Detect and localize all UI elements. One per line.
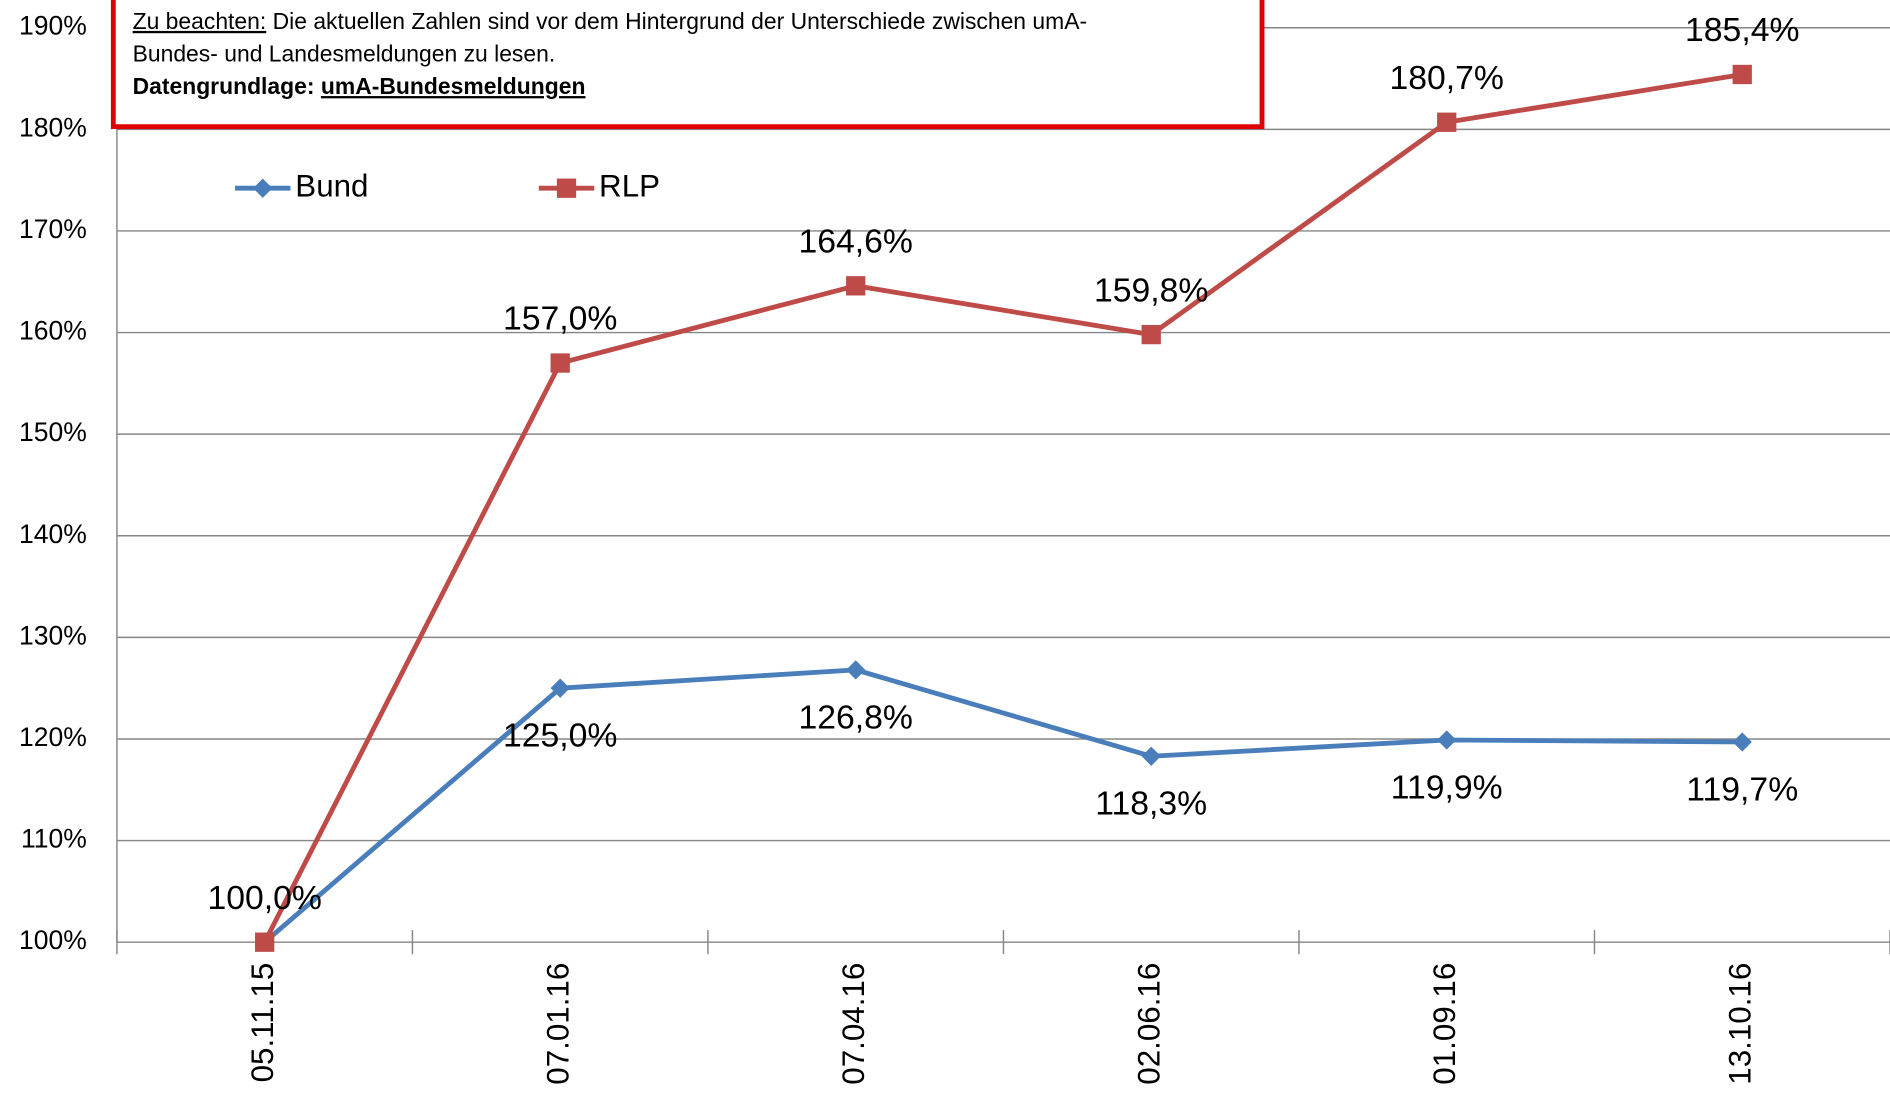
point xyxy=(1437,730,1457,750)
point xyxy=(253,178,273,198)
y-tick-label: 150% xyxy=(19,417,87,447)
point xyxy=(1141,746,1161,766)
note-line: Zu beachten: Die aktuellen Zahlen sind v… xyxy=(133,8,1088,34)
note-box xyxy=(110,0,1265,130)
point xyxy=(550,353,570,373)
point xyxy=(550,678,570,698)
source-label: Datengrundlage: xyxy=(133,73,315,99)
y-tick-label: 180% xyxy=(19,112,87,142)
x-tick-label: 07.01.16 xyxy=(540,963,575,1085)
data-label: 125,0% xyxy=(503,717,617,755)
y-tick-label: 110% xyxy=(21,824,87,854)
point xyxy=(255,932,275,952)
y-tick-label: 130% xyxy=(19,620,87,650)
data-label: 164,6% xyxy=(798,223,912,261)
note-line: Bundes- und Landesmeldungen zu lesen. xyxy=(133,41,556,67)
point xyxy=(846,660,866,680)
marks xyxy=(255,64,1752,952)
x-tick-label: 07.04.16 xyxy=(836,963,871,1085)
series-line xyxy=(262,72,1743,944)
y-tick-label: 100% xyxy=(19,925,87,955)
point xyxy=(846,276,866,296)
point xyxy=(556,178,577,198)
y-tick-label: 190% xyxy=(19,11,87,41)
x-tick-label: 05.11.15 xyxy=(245,963,280,1083)
y-tick-label: 120% xyxy=(19,722,87,752)
y-tick-label: 160% xyxy=(19,316,87,346)
point xyxy=(1437,112,1457,132)
series-line xyxy=(263,667,1743,945)
data-label: 157,0% xyxy=(503,300,617,338)
source-value: umA-Bundesmeldungen xyxy=(321,73,586,99)
data-label: 180,7% xyxy=(1390,59,1504,97)
x-tick-label: 02.06.16 xyxy=(1132,963,1167,1085)
point xyxy=(1141,324,1161,345)
point xyxy=(1732,732,1752,752)
x-tick-label: 01.09.16 xyxy=(1427,963,1462,1085)
data-label: 126,8% xyxy=(798,698,912,736)
note-label: Zu beachten: xyxy=(133,8,267,34)
data-label: 159,8% xyxy=(1094,271,1208,309)
x-tick-label: 13.10.16 xyxy=(1723,963,1758,1085)
data-label: 118,3% xyxy=(1095,785,1207,823)
data-label: 185,4% xyxy=(1685,11,1799,49)
data-label: 119,7% xyxy=(1686,770,1798,808)
y-tick-label: 140% xyxy=(19,519,87,549)
legend-label: Bund xyxy=(295,168,368,203)
data-label: 100,0% xyxy=(207,879,321,917)
y-tick-label: 170% xyxy=(19,214,87,244)
point xyxy=(1732,64,1752,85)
data-label: 119,9% xyxy=(1391,768,1503,806)
source-line: Datengrundlage: umA-Bundesmeldungen xyxy=(133,73,586,99)
note-text: Die aktuellen Zahlen sind vor dem Hinter… xyxy=(266,8,1087,34)
grid xyxy=(116,27,1890,955)
legend-label: RLP xyxy=(599,168,660,203)
